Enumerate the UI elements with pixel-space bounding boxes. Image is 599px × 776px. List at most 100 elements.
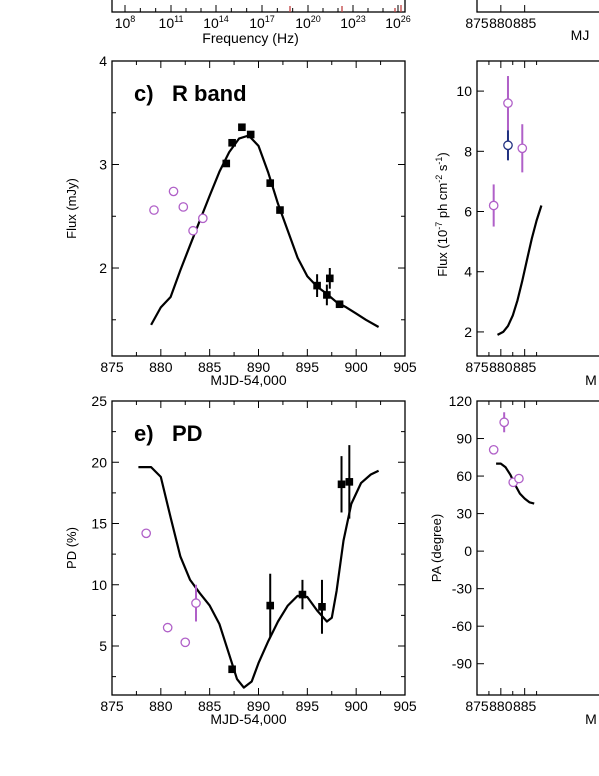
y-tick-label: -60	[452, 618, 472, 634]
data-point-filled-square	[266, 179, 275, 187]
y-tick-label: 120	[449, 393, 473, 409]
y-tick-label: -90	[452, 656, 472, 672]
x-axis-title: M	[585, 711, 597, 727]
x-tick-label: 108	[115, 14, 136, 31]
data-point-open-circle	[514, 473, 524, 484]
data-point-open-circle	[488, 444, 499, 455]
x-tick-label: 880	[149, 698, 173, 714]
x-tick-label: 875	[465, 698, 489, 714]
x-tick-label: 890	[247, 359, 271, 375]
y-tick-label: 10	[91, 577, 107, 593]
data-point-filled-square	[337, 480, 346, 489]
x-axis-title: M	[585, 372, 597, 388]
x-tick-label: 905	[393, 698, 417, 714]
x-tick-label: 905	[393, 359, 417, 375]
x-tick-label: 1020	[295, 14, 321, 31]
data-point-filled-square	[228, 138, 236, 147]
data-point-open-circle	[503, 98, 513, 108]
y-tick-label: -30	[452, 581, 472, 597]
x-tick-label: 1017	[249, 14, 275, 31]
y-tick-label: 90	[456, 431, 472, 447]
x-tick-label: 880	[489, 359, 513, 375]
y-tick-label: 8	[464, 143, 472, 159]
y-tick-label: 4	[99, 53, 107, 69]
x-tick-label: 1014	[203, 14, 229, 31]
data-point-open-circle	[503, 140, 513, 151]
x-axis-title: Frequency (Hz)	[202, 30, 298, 46]
data-point-filled-square	[335, 300, 344, 309]
model-curve-line	[138, 466, 380, 689]
y-tick-label: 5	[99, 638, 107, 654]
data-point-open-circle	[188, 225, 198, 236]
data-point-filled-square	[318, 603, 326, 611]
plot-frame-4	[111, 400, 406, 696]
y-axis-title: Flux (mJy)	[64, 178, 79, 239]
panel-letter: c)	[134, 81, 154, 106]
data-point-filled-square	[298, 590, 307, 599]
data-point-open-circle	[168, 186, 179, 197]
data-point-filled-square	[325, 274, 334, 283]
x-tick-label: 885	[513, 359, 537, 375]
y-tick-label: 6	[464, 204, 472, 220]
y-tick-label: 60	[456, 468, 472, 484]
panel-title: PD	[172, 421, 203, 446]
x-tick-label: 895	[296, 359, 320, 375]
data-point-filled-square	[345, 478, 354, 486]
x-tick-label: 875	[465, 15, 489, 31]
x-axis-title: MJD-54,000	[210, 711, 286, 727]
panel-title: R band	[172, 81, 247, 106]
y-axis-title: PD (%)	[64, 527, 79, 569]
plot-frame-5	[476, 400, 599, 696]
x-tick-label: 875	[100, 359, 124, 375]
y-tick-label: 25	[91, 393, 107, 409]
y-axis-title: PA (degree)	[429, 514, 444, 582]
data-point-filled-square	[228, 665, 236, 674]
x-tick-label: 1011	[159, 14, 184, 31]
data-point-open-circle	[149, 205, 159, 215]
data-point-filled-square	[246, 130, 255, 139]
x-tick-label: 880	[489, 698, 513, 714]
model-curve-line	[150, 134, 380, 328]
data-point-open-circle	[197, 213, 208, 224]
plot-frame-a	[111, 0, 406, 13]
model-curve-line	[496, 205, 543, 336]
y-tick-label: 4	[464, 264, 472, 280]
x-tick-label: 890	[247, 698, 271, 714]
x-tick-label: 880	[489, 15, 513, 31]
plot-frame-3	[476, 60, 599, 357]
x-tick-label: 1023	[340, 14, 366, 31]
x-tick-label: 885	[513, 698, 537, 714]
y-tick-label: 30	[456, 506, 472, 522]
data-point-open-circle	[499, 417, 510, 428]
x-tick-label: 900	[344, 359, 368, 375]
x-tick-label: 900	[344, 698, 368, 714]
x-tick-label: 1026	[385, 14, 411, 31]
data-point-open-circle	[191, 598, 201, 608]
y-tick-label: 3	[99, 157, 107, 173]
plot-frame-b	[476, 0, 599, 13]
data-point-open-circle	[180, 637, 191, 648]
x-axis-title: MJD-54,000	[210, 372, 286, 388]
x-tick-label: 895	[296, 698, 320, 714]
x-tick-label: 885	[198, 698, 222, 714]
y-tick-label: 2	[464, 324, 472, 340]
data-point-open-circle	[488, 200, 499, 211]
data-point-filled-square	[323, 291, 331, 299]
x-axis-title: MJ	[571, 27, 590, 43]
y-tick-label: 0	[464, 543, 472, 559]
data-point-filled-square	[313, 281, 321, 290]
data-point-filled-square	[276, 206, 284, 214]
data-point-filled-square	[222, 159, 231, 168]
x-tick-label: 885	[513, 15, 537, 31]
data-point-filled-square	[238, 123, 246, 132]
y-tick-label: 20	[91, 454, 107, 470]
data-point-open-circle	[162, 622, 173, 633]
x-tick-label: 875	[100, 698, 124, 714]
panel-letter: e)	[134, 421, 154, 446]
x-tick-label: 885	[198, 359, 222, 375]
y-tick-label: 10	[456, 83, 472, 99]
data-point-open-circle	[517, 143, 528, 154]
y-tick-label: 2	[99, 260, 107, 276]
x-tick-label: 880	[149, 359, 173, 375]
